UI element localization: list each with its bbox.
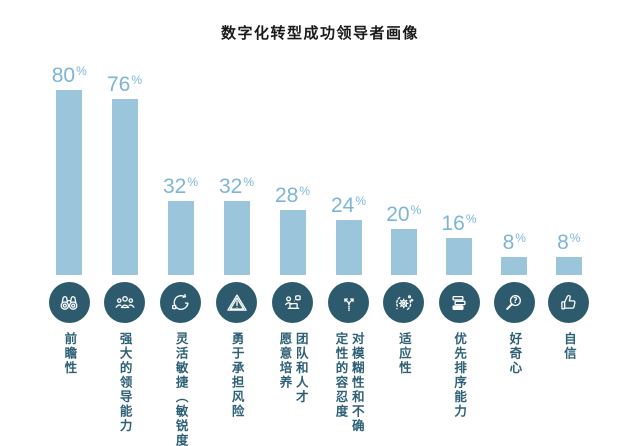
bar [390, 228, 417, 275]
percent-sign: % [465, 212, 477, 226]
bar [223, 201, 250, 275]
bar [446, 238, 472, 275]
bar-area: 76% [97, 59, 153, 275]
bar [279, 210, 306, 275]
bar-area: 32% [209, 59, 265, 275]
icon-circle [383, 282, 425, 323]
value-number: 20 [386, 202, 410, 226]
value-label: 32% [219, 176, 254, 197]
value-label: 8% [503, 232, 526, 253]
value-label: 8% [557, 232, 580, 253]
chart-column: 32% 勇于承担风险 [209, 59, 265, 446]
leadership-team-icon [115, 295, 134, 308]
bar [56, 90, 83, 275]
percent-sign: % [410, 202, 422, 217]
value-label: 32% [163, 176, 198, 197]
percent-sign: % [131, 73, 143, 88]
value-number: 28 [274, 184, 299, 208]
bar [167, 201, 194, 275]
percent-sign: % [355, 193, 367, 208]
icon-circle [548, 282, 590, 323]
value-number: 8 [557, 230, 569, 254]
talent-development-icon [284, 294, 301, 309]
chart-column: 76% 强大的领导能力 [97, 59, 153, 446]
bar-area: 8% [542, 59, 597, 275]
value-label: 20% [386, 204, 421, 225]
direction-fork-icon [343, 297, 354, 311]
value-number: 76 [106, 73, 131, 97]
bar-area: 16% [431, 59, 487, 275]
risk-warning-icon [226, 293, 247, 311]
bar-area: 20% [377, 59, 432, 275]
bar [555, 256, 582, 275]
value-number: 24 [330, 193, 355, 217]
icon-circle [272, 282, 313, 323]
agile-cycle-icon [171, 293, 188, 310]
chart-column: 8% 自信 [542, 59, 597, 446]
prioritization-list-icon [452, 295, 466, 310]
chart-column: 20% 适应性 [377, 59, 432, 446]
chart-title: 数字化转型成功领导者画像 [220, 25, 419, 42]
confidence-thumbs-up-icon [561, 294, 576, 309]
value-label: 80% [52, 65, 87, 86]
bar-area: 32% [153, 59, 209, 275]
bar-area: 28% [265, 59, 321, 275]
percent-sign: % [569, 230, 581, 245]
chart-column: 80% 前瞻性 [42, 59, 97, 446]
category-label: 自信 [561, 332, 576, 361]
icon-circle [328, 282, 369, 323]
bar-area: 24% [321, 59, 377, 275]
chart-column: 32% 灵活敏捷（敏锐度） [153, 59, 209, 446]
binoculars-icon [60, 295, 78, 310]
chart-column: 28% 团队和人才 愿意培养 [265, 59, 321, 446]
icon-circle [104, 282, 145, 323]
value-number: 16 [441, 212, 465, 235]
bar [111, 99, 138, 275]
value-label: 16% [441, 213, 476, 234]
chart-column: 8% ? 好奇心 [487, 59, 542, 446]
bar [501, 256, 528, 275]
value-number: 8 [502, 230, 515, 254]
category-label: 前瞻性 [62, 332, 77, 376]
category-label: 强大的领导能力 [117, 332, 132, 434]
icon-circle [216, 282, 257, 323]
bar-area: 80% [42, 59, 97, 275]
icon-circle: ? [493, 282, 535, 323]
chart-columns: 80% 前瞻性 76% 强大的领导能力 32% 灵活敏捷（敏锐度） 32% 勇于… [42, 59, 596, 446]
category-label: 对模糊性和不确 定性的容忍度 [333, 332, 364, 434]
value-label: 76% [107, 74, 142, 95]
percent-sign: % [243, 175, 255, 189]
value-label: 28% [275, 185, 310, 206]
percent-sign: % [187, 175, 199, 189]
value-number: 32 [218, 175, 243, 198]
curiosity-magnifier-icon: ? [506, 294, 522, 310]
category-label: 适应性 [396, 332, 411, 376]
category-label: 灵活敏捷（敏锐度） [173, 332, 188, 446]
icon-circle [438, 282, 480, 323]
category-label: 优先排序能力 [452, 332, 467, 419]
svg-text:?: ? [513, 296, 517, 305]
icon-circle [48, 282, 90, 323]
value-number: 32 [162, 175, 187, 198]
bar-area: 8% [487, 59, 542, 275]
chart-column: 24% 对模糊性和不确 定性的容忍度 [321, 59, 377, 446]
category-label: 团队和人才 愿意培养 [277, 332, 308, 405]
bar [335, 219, 362, 275]
category-label: 勇于承担风险 [229, 332, 244, 419]
percent-sign: % [299, 184, 311, 199]
percent-sign: % [515, 230, 526, 245]
adaptability-gear-icon [395, 294, 414, 310]
value-number: 80 [51, 64, 76, 87]
percent-sign: % [76, 64, 87, 78]
category-label: 好奇心 [507, 332, 522, 376]
value-label: 24% [331, 195, 366, 216]
icon-circle [160, 282, 201, 323]
chart-column: 16% 优先排序能力 [431, 59, 487, 446]
